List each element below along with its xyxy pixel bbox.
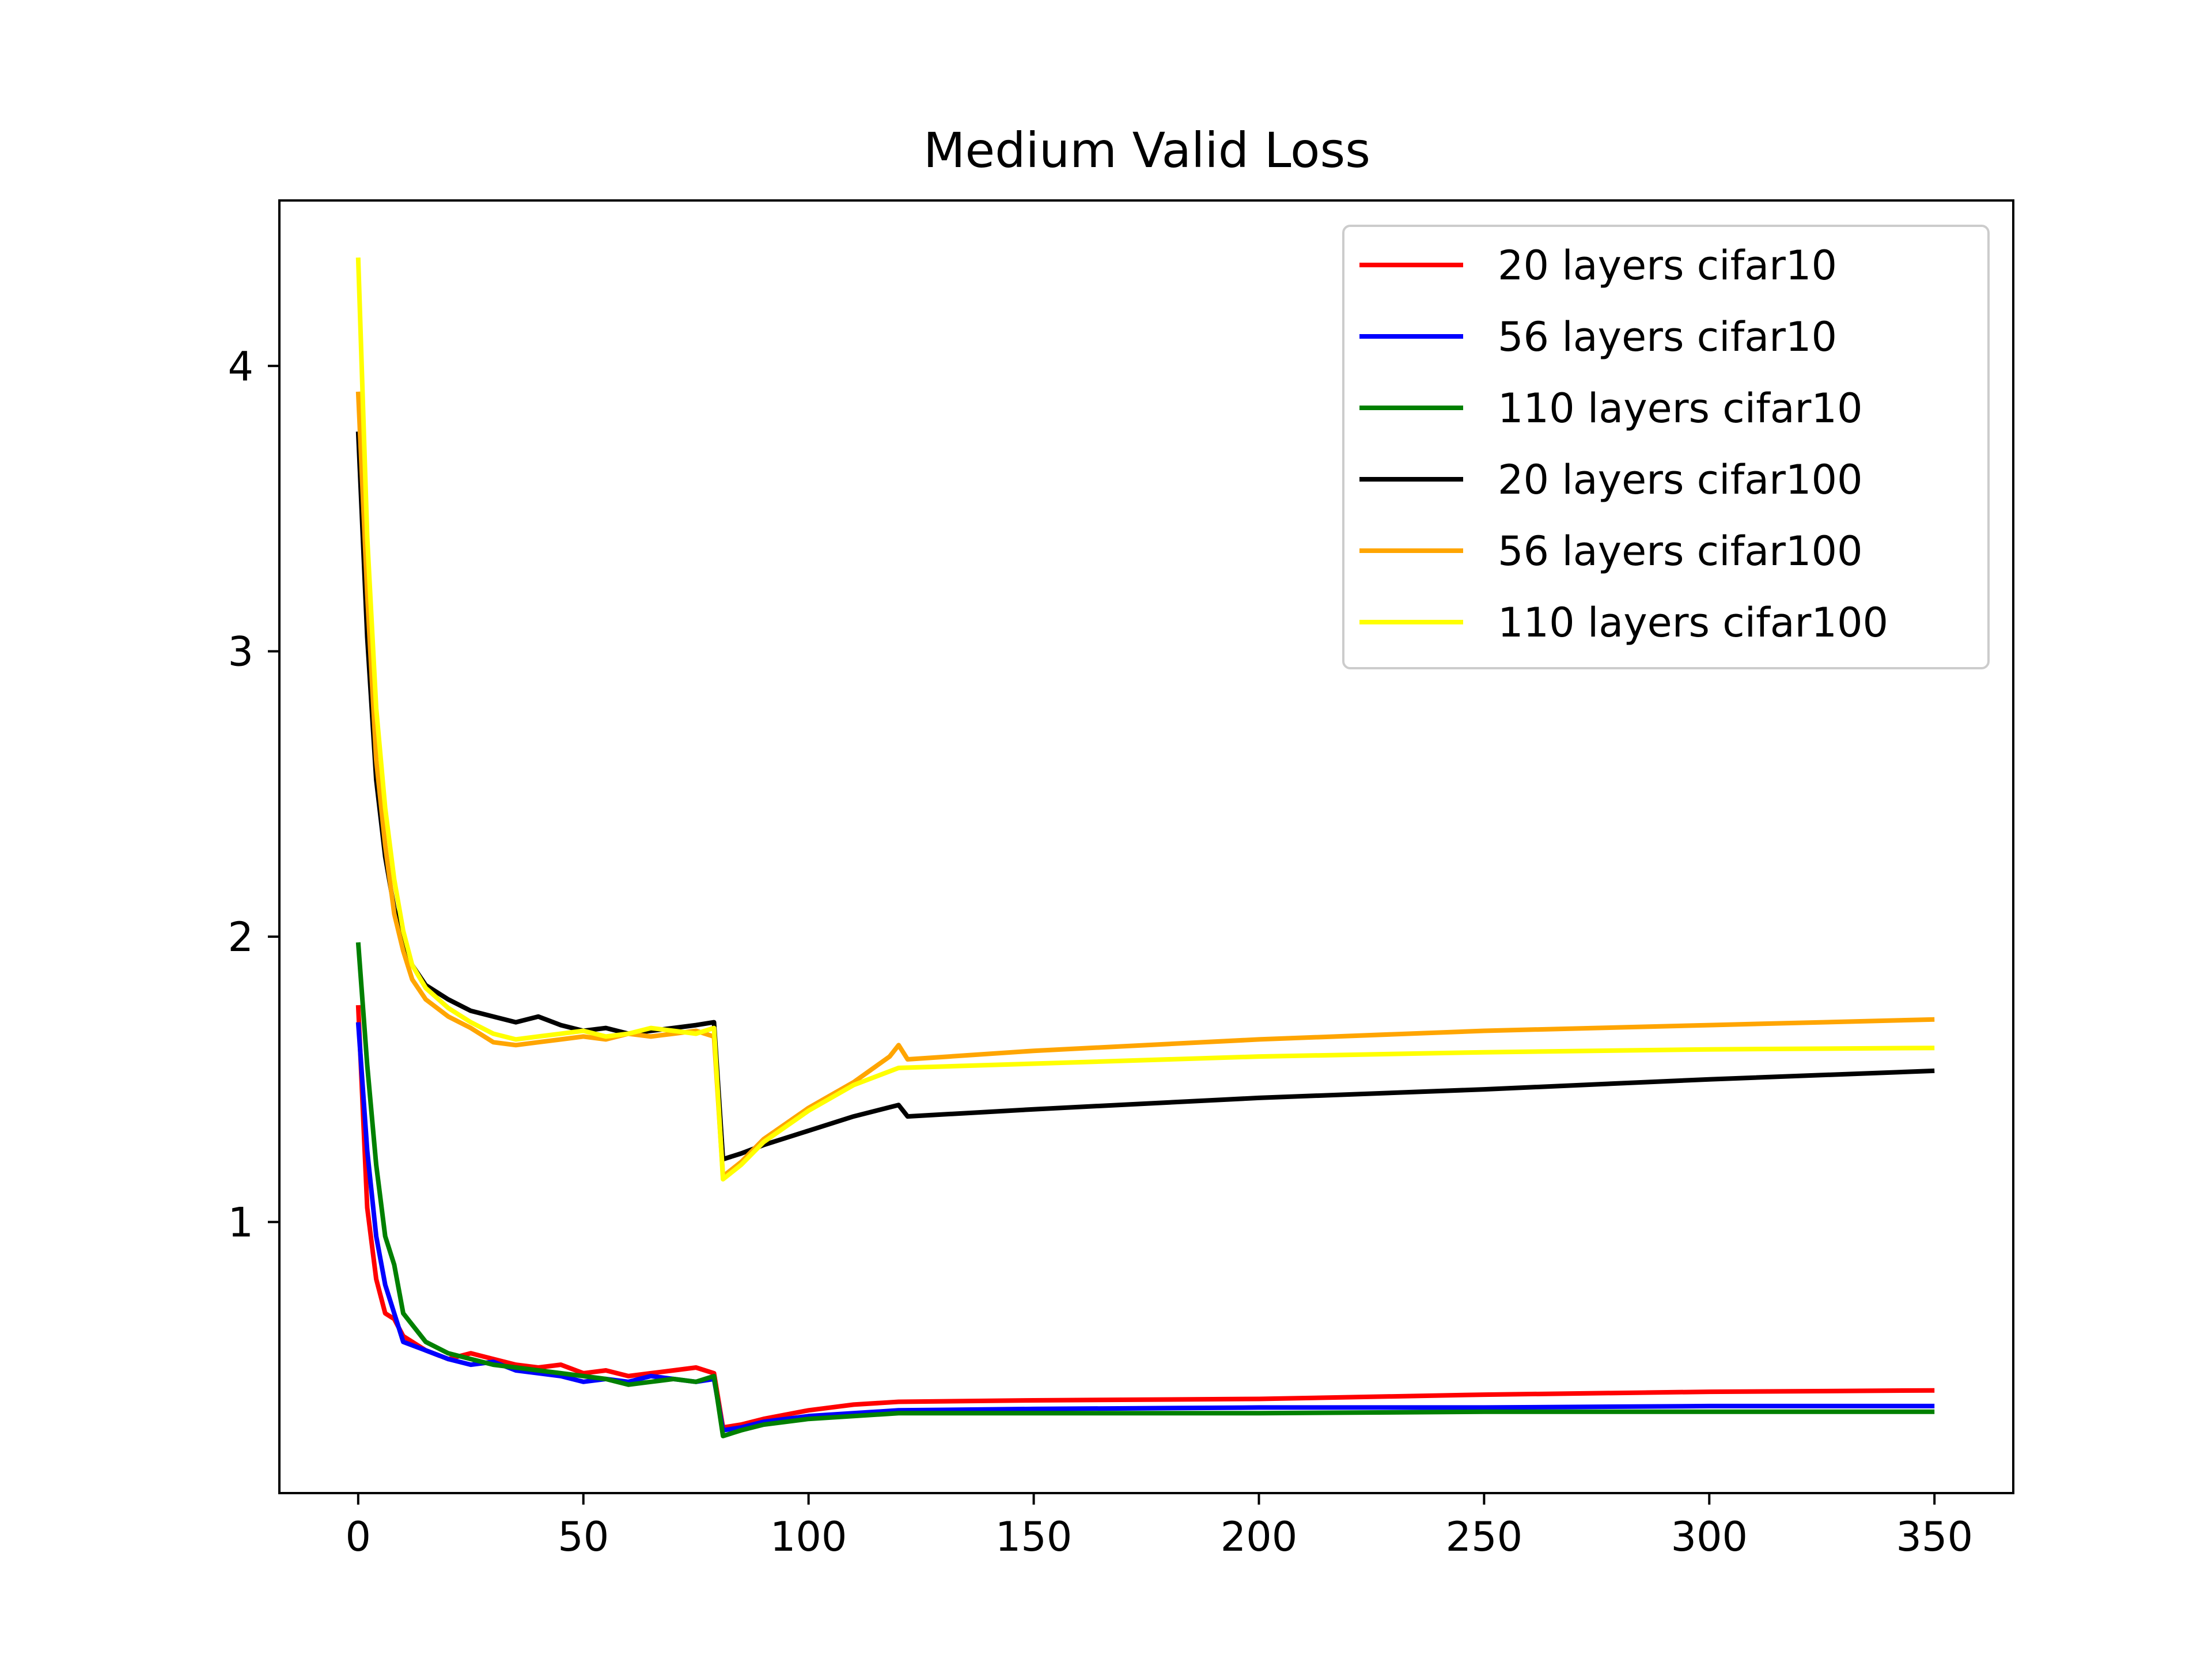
series-layer [355, 257, 1935, 1438]
legend-label: 56 layers cifar100 [1498, 528, 1863, 575]
x-tick-label: 350 [1896, 1513, 1973, 1560]
legend-label: 110 layers cifar100 [1498, 599, 1888, 646]
x-tick-label: 300 [1671, 1513, 1748, 1560]
legend-label: 20 layers cifar10 [1498, 242, 1837, 289]
y-axis: 1 2 3 4 [228, 343, 279, 1246]
plot-frame [278, 199, 2014, 1494]
x-tick-label: 100 [770, 1513, 847, 1560]
series-line-3 [355, 942, 1935, 1438]
series-line-2 [355, 1022, 1935, 1433]
x-tick-label: 250 [1446, 1513, 1523, 1560]
x-tick-label: 200 [1221, 1513, 1298, 1560]
y-tick-label: 4 [228, 343, 253, 390]
legend: 20 layers cifar10 56 layers cifar10 110 la… [1342, 225, 1990, 669]
y-tick-label: 3 [228, 628, 253, 676]
legend-box [1342, 225, 1990, 669]
x-axis: 0 50 100 150 200 250 300 350 [346, 1493, 1973, 1560]
x-tick-label: 50 [558, 1513, 609, 1560]
y-tick-label: 1 [228, 1199, 253, 1246]
chart-title: Medium Valid Loss [923, 122, 1370, 179]
x-tick-label: 150 [995, 1513, 1073, 1560]
series-line-5 [355, 391, 1935, 1179]
legend-label: 56 layers cifar10 [1498, 313, 1837, 361]
x-tick-label: 0 [346, 1513, 372, 1560]
y-tick-label: 2 [228, 914, 253, 961]
series-line-6 [355, 257, 1935, 1182]
legend-label: 20 layers cifar100 [1498, 456, 1863, 503]
legend-label: 110 layers cifar10 [1498, 385, 1863, 432]
